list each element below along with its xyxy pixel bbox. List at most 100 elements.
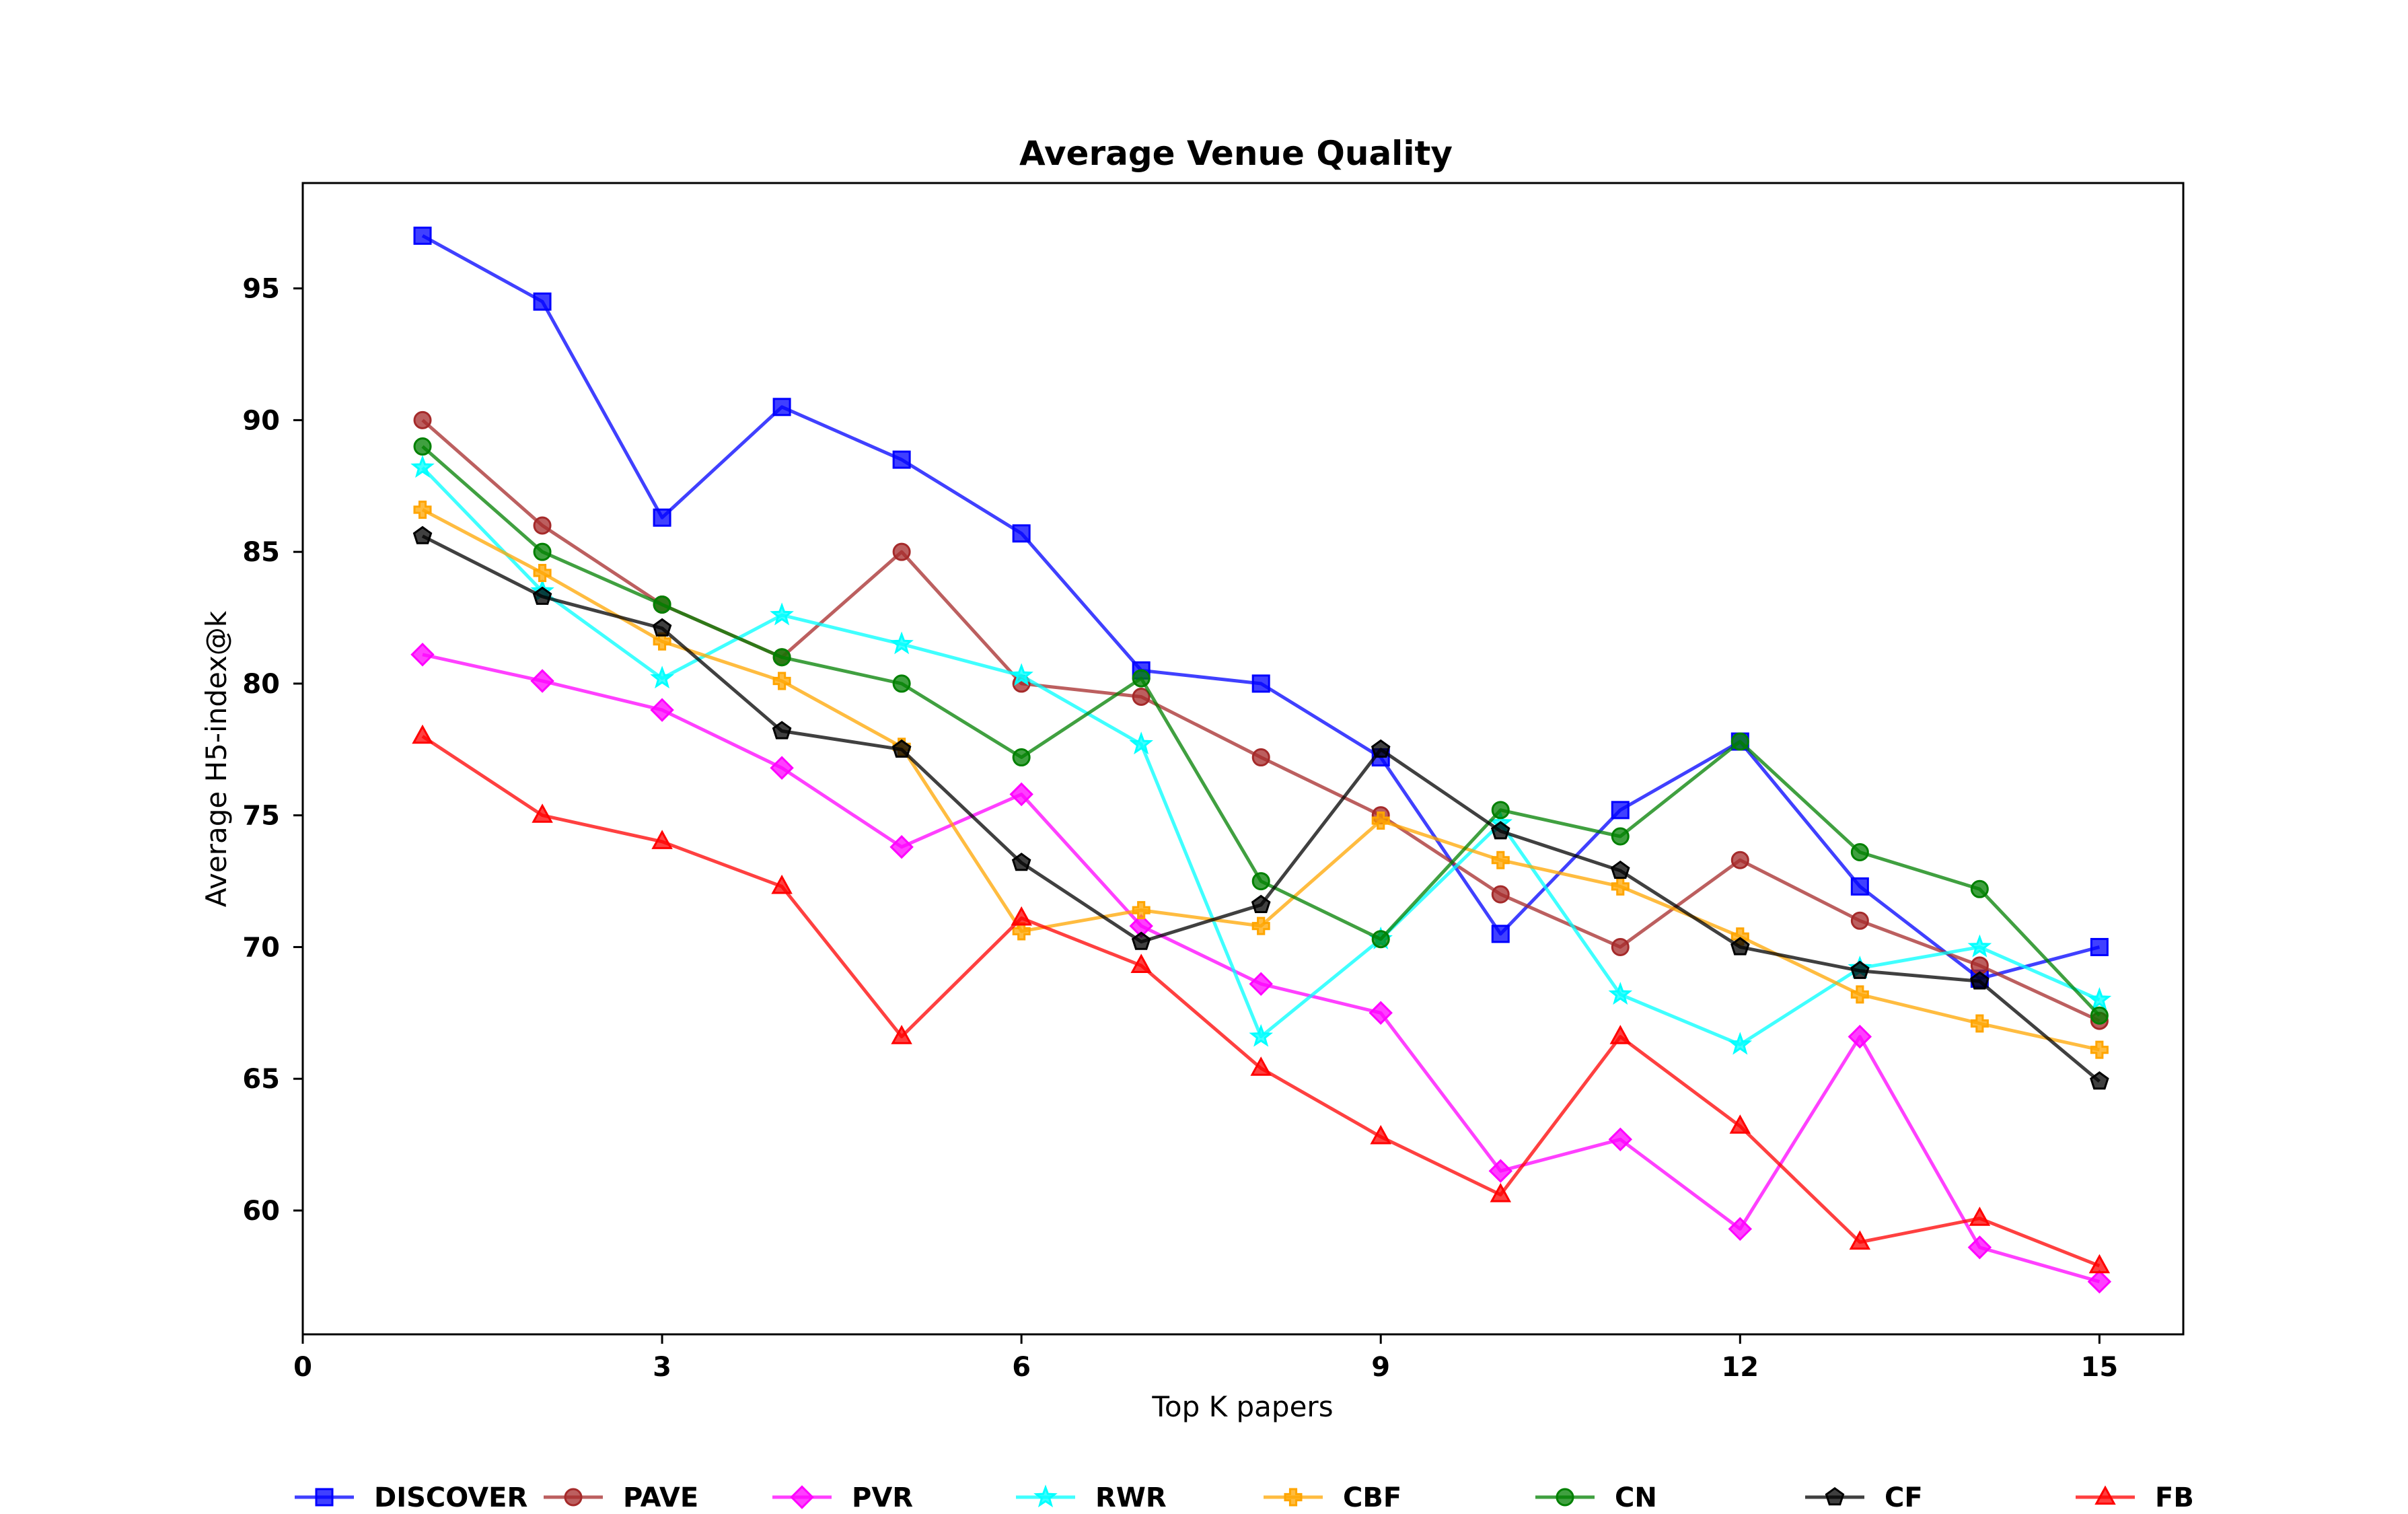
x-tick-label: 12 — [1721, 1352, 1759, 1383]
data-point — [1371, 812, 1390, 830]
data-point — [653, 508, 671, 527]
data-point — [770, 602, 794, 626]
data-point — [652, 618, 672, 637]
data-point — [1009, 663, 1033, 686]
data-point — [1611, 877, 1630, 896]
data-point — [410, 643, 435, 667]
data-point — [413, 437, 432, 456]
data-point — [1970, 1014, 1989, 1033]
legend-marker — [1825, 1486, 1845, 1506]
data-point — [1012, 524, 1031, 543]
data-point — [1132, 687, 1151, 706]
y-axis-ticks: 60 65 70 75 80 85 90 95 — [242, 274, 303, 1227]
legend-marker — [1284, 1488, 1303, 1507]
legend-item: RWR — [1016, 1482, 1167, 1513]
series-line — [421, 534, 2101, 1083]
data-point — [412, 724, 433, 744]
legend-label: DISCOVER — [374, 1482, 527, 1513]
data-point — [1850, 985, 1869, 1004]
legend-label: FB — [2155, 1482, 2194, 1513]
y-tick-label: 85 — [242, 537, 280, 568]
data-point — [1970, 956, 1989, 975]
data-point — [530, 669, 554, 693]
data-point — [1130, 953, 1152, 973]
data-point — [892, 450, 911, 469]
data-point — [1969, 1206, 1991, 1226]
data-point — [1131, 931, 1151, 950]
data-point — [650, 665, 674, 689]
data-point — [1251, 872, 1270, 891]
legend-item: PVR — [772, 1482, 913, 1513]
data-point — [653, 595, 671, 614]
y-axis-label: Average H5-index@k — [200, 610, 233, 907]
data-point — [1730, 851, 1749, 869]
legend-marker — [2094, 1485, 2116, 1505]
legend-item: CN — [1535, 1482, 1657, 1513]
data-point — [1850, 960, 1870, 979]
data-point — [2087, 987, 2112, 1010]
series-layer — [410, 226, 2112, 1294]
data-point — [1369, 1001, 1393, 1025]
legend-label: RWR — [1095, 1482, 1167, 1513]
data-point — [772, 721, 792, 740]
data-point — [1610, 860, 1630, 879]
data-point — [1970, 879, 1989, 898]
legend-marker — [790, 1485, 814, 1509]
data-point — [413, 410, 432, 429]
data-point — [1967, 934, 1992, 958]
data-point — [1850, 911, 1869, 930]
data-point — [1371, 930, 1390, 949]
data-point — [1728, 1217, 1753, 1241]
data-point — [651, 830, 673, 849]
plot-frame — [301, 182, 2185, 1336]
legend-item: FB — [2076, 1482, 2194, 1513]
legend-marker — [1033, 1484, 1058, 1508]
y-tick-label: 65 — [242, 1064, 280, 1095]
series-cn — [413, 437, 2109, 1025]
data-point — [1490, 821, 1510, 840]
x-tick-label: 0 — [293, 1352, 312, 1383]
series-line — [421, 735, 2101, 1268]
data-point — [1609, 1025, 1632, 1044]
data-point — [1250, 1056, 1272, 1076]
data-point — [1728, 1032, 1753, 1055]
y-tick-label: 60 — [242, 1196, 280, 1227]
legend-marker — [564, 1488, 583, 1507]
legend-label: PVR — [852, 1482, 913, 1513]
x-tick-label: 9 — [1371, 1352, 1390, 1383]
data-point — [889, 631, 914, 655]
data-point — [2090, 1040, 2109, 1059]
data-point — [1370, 1124, 1391, 1145]
data-point — [1729, 1114, 1751, 1134]
data-point — [1129, 731, 1154, 755]
data-point — [532, 803, 553, 823]
data-point — [533, 292, 552, 311]
data-point — [653, 632, 671, 651]
data-point — [1249, 972, 1273, 997]
legend-item: CBF — [1264, 1482, 1401, 1513]
y-tick-label: 70 — [242, 932, 280, 963]
data-point — [533, 564, 552, 582]
legend-marker — [315, 1488, 334, 1507]
legend-item: DISCOVER — [295, 1482, 527, 1513]
series-cf — [412, 526, 2109, 1090]
data-point — [1970, 971, 1990, 990]
data-point — [1251, 748, 1270, 767]
data-point — [1132, 669, 1151, 688]
series-rwr — [410, 455, 2112, 1055]
data-point — [772, 672, 791, 690]
data-point — [892, 542, 911, 561]
series-pvr — [410, 643, 2112, 1294]
data-point — [771, 874, 793, 894]
series-pave — [413, 410, 2109, 1030]
data-point — [1249, 1023, 1274, 1047]
data-point — [1132, 901, 1151, 920]
data-point — [532, 586, 552, 605]
x-tick-label: 6 — [1012, 1352, 1031, 1383]
data-point — [1009, 782, 1033, 807]
data-point — [1848, 1024, 1872, 1049]
data-point — [412, 526, 433, 544]
data-point — [1011, 853, 1031, 871]
data-point — [413, 226, 432, 245]
data-point — [533, 542, 552, 561]
